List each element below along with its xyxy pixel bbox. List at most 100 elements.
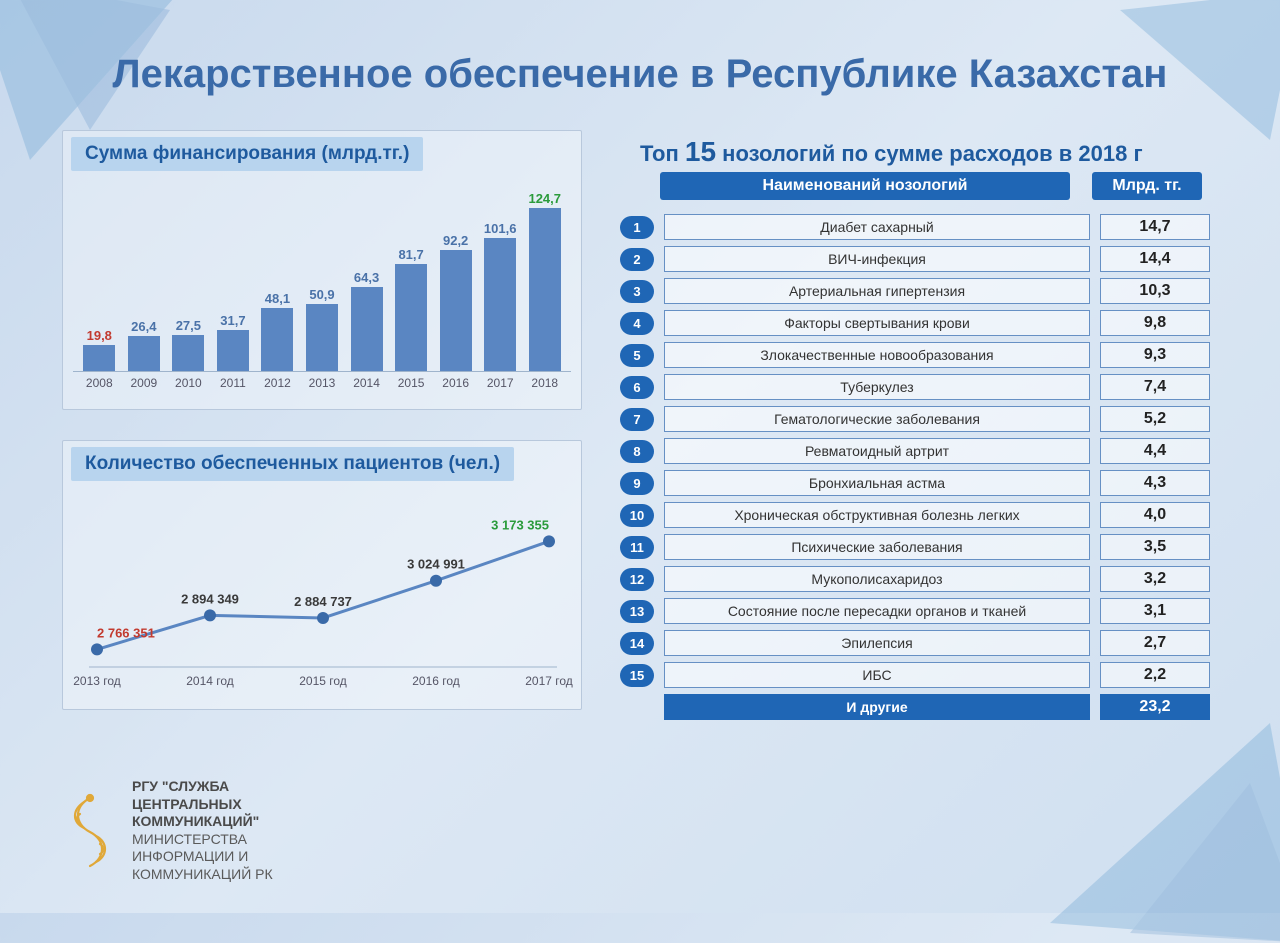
nosology-value: 4,0 (1100, 502, 1210, 528)
footer-ministry-2: ИНФОРМАЦИИ И (132, 848, 273, 866)
bar-rect (128, 336, 160, 371)
nosology-value: 9,3 (1100, 342, 1210, 368)
bar-2015: 81,7 (391, 247, 432, 371)
bar-x-tick: 2016 (435, 376, 476, 390)
nosology-name: Состояние после пересадки органов и ткан… (664, 598, 1090, 624)
nosology-value: 2,2 (1100, 662, 1210, 688)
nosology-value: 2,7 (1100, 630, 1210, 656)
line-marker (204, 609, 216, 621)
bar-2017: 101,6 (480, 221, 521, 371)
bar-value-label: 26,4 (131, 319, 156, 334)
nosology-row: 1Диабет сахарный14,7 (620, 214, 1210, 240)
nosology-row: 5 Злокачественные новообразования 9,3 (620, 342, 1210, 368)
nosology-name: Мукополисахаридоз (664, 566, 1090, 592)
nosology-row: 13 Состояние после пересадки органов и тк… (620, 598, 1210, 624)
bar-2009: 26,4 (124, 319, 165, 371)
org-logo-icon (62, 792, 118, 870)
bar-x-tick: 2008 (79, 376, 120, 390)
bar-rect (217, 330, 249, 371)
footer-org-1: РГУ "СЛУЖБА (132, 778, 273, 796)
nosology-rank: 9 (620, 472, 654, 495)
nosology-name: ВИЧ-инфекция (664, 246, 1090, 272)
line-marker (430, 575, 442, 587)
nosology-row: 11Психические заболевания3,5 (620, 534, 1210, 560)
nosology-value: 3,1 (1100, 598, 1210, 624)
nosology-rank: 4 (620, 312, 654, 335)
nosology-row: 12Мукополисахаридоз3,2 (620, 566, 1210, 592)
nosology-table: 1Диабет сахарный14,72ВИЧ-инфекция14,43Ар… (620, 214, 1210, 726)
nosology-title-pre: Топ (640, 141, 685, 166)
bar-rect (306, 304, 338, 371)
nosology-name: ИБС (664, 662, 1090, 688)
patients-line-title: Количество обеспеченных пациентов (чел.) (71, 447, 514, 481)
line-value-label: 2 766 351 (97, 625, 155, 640)
bar-2012: 48,1 (257, 291, 298, 371)
bar-x-tick: 2009 (124, 376, 165, 390)
nosology-name: Диабет сахарный (664, 214, 1090, 240)
nosology-other-value: 23,2 (1100, 694, 1210, 720)
nosology-value: 3,2 (1100, 566, 1210, 592)
nosology-value: 5,2 (1100, 406, 1210, 432)
footer: РГУ "СЛУЖБА ЦЕНТРАЛЬНЫХ КОММУНИКАЦИЙ" МИ… (62, 778, 273, 883)
nosology-title: Топ 15 нозологий по сумме расходов в 201… (640, 136, 1143, 168)
patients-line-chart: 2013 год2014 год2015 год2016 год2017 год… (77, 497, 567, 695)
bar-value-label: 27,5 (176, 318, 201, 333)
nosology-rank: 14 (620, 632, 654, 655)
page-title: Лекарственное обеспечение в Республике К… (0, 52, 1280, 97)
nosology-value: 14,4 (1100, 246, 1210, 272)
nosology-other-row: И другие 23,2 (620, 694, 1210, 720)
nosology-name: Факторы свертывания крови (664, 310, 1090, 336)
bar-2011: 31,7 (213, 313, 254, 371)
bar-rect (351, 287, 383, 371)
nosology-rank: 13 (620, 600, 654, 623)
nosology-name: Злокачественные новообразования (664, 342, 1090, 368)
nosology-rank: 5 (620, 344, 654, 367)
nosology-rank: 15 (620, 664, 654, 687)
bar-2018: 124,7 (524, 191, 565, 371)
bar-value-label: 50,9 (309, 287, 334, 302)
funding-bar-title: Сумма финансирования (млрд.тг.) (71, 137, 423, 171)
bar-x-tick: 2011 (213, 376, 254, 390)
bar-x-tick: 2017 (480, 376, 521, 390)
nosology-row: 14 Эпилепсия 2,7 (620, 630, 1210, 656)
bar-x-tick: 2014 (346, 376, 387, 390)
line-marker (317, 612, 329, 624)
nosology-rank: 1 (620, 216, 654, 239)
bar-rect (529, 208, 561, 371)
bar-2014: 64,3 (346, 270, 387, 371)
line-value-label: 3 024 991 (407, 557, 465, 572)
line-x-tick: 2013 год (73, 674, 121, 688)
nosology-name: Бронхиальная астма (664, 470, 1090, 496)
nosology-name: Хроническая обструктивная болезнь легких (664, 502, 1090, 528)
footer-org-3: КОММУНИКАЦИЙ" (132, 813, 273, 831)
nosology-name: Гематологические заболевания (664, 406, 1090, 432)
bar-x-tick: 2015 (391, 376, 432, 390)
nosology-row: 2 ВИЧ-инфекция 14,4 (620, 246, 1210, 272)
nosology-row: 3Артериальная гипертензия10,3 (620, 278, 1210, 304)
bar-value-label: 48,1 (265, 291, 290, 306)
nosology-rank: 6 (620, 376, 654, 399)
footer-org-2: ЦЕНТРАЛЬНЫХ (132, 796, 273, 814)
bar-rect (83, 345, 115, 371)
nosology-other-name: И другие (664, 694, 1090, 720)
nosology-rank: 7 (620, 408, 654, 431)
bar-rect (395, 264, 427, 371)
footer-text: РГУ "СЛУЖБА ЦЕНТРАЛЬНЫХ КОММУНИКАЦИЙ" МИ… (132, 778, 273, 883)
bar-rect (172, 335, 204, 371)
bar-value-label: 92,2 (443, 233, 468, 248)
bar-x-tick: 2012 (257, 376, 298, 390)
bar-value-label: 124,7 (528, 191, 561, 206)
nosology-value: 4,3 (1100, 470, 1210, 496)
bar-value-label: 101,6 (484, 221, 517, 236)
nosology-name: Эпилепсия (664, 630, 1090, 656)
nosology-value: 10,3 (1100, 278, 1210, 304)
funding-bar-panel: Сумма финансирования (млрд.тг.) 19,826,4… (62, 130, 582, 410)
bar-rect (484, 238, 516, 371)
line-value-label: 2 894 349 (181, 591, 239, 606)
nosology-name: Артериальная гипертензия (664, 278, 1090, 304)
bar-2016: 92,2 (435, 233, 476, 371)
bar-value-label: 31,7 (220, 313, 245, 328)
line-value-label: 3 173 355 (491, 517, 549, 532)
nosology-name: Ревматоидный артрит (664, 438, 1090, 464)
nosology-rank: 2 (620, 248, 654, 271)
